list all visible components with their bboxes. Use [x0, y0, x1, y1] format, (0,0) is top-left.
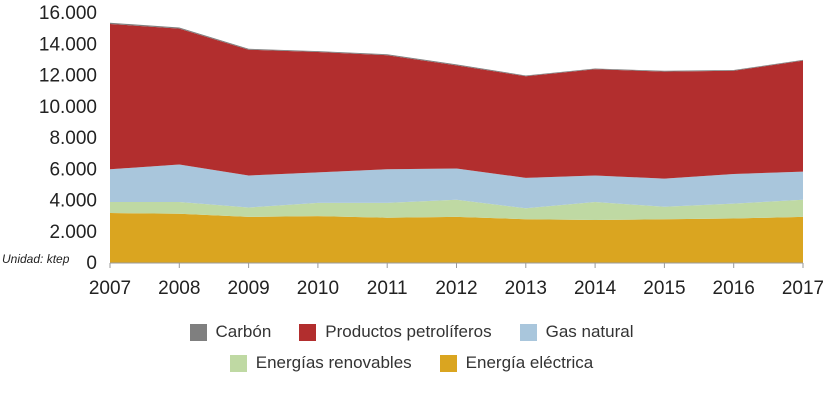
legend-label: Gas natural [545, 322, 634, 341]
y-tick-label: 6.000 [49, 159, 97, 180]
legend-row-1: Carbón Productos petrolíferos Gas natural [0, 322, 823, 342]
legend-label: Carbón [215, 322, 272, 341]
x-tick-label: 2013 [505, 278, 547, 299]
x-tick-label: 2008 [158, 278, 200, 299]
x-axis-ticks: 2007 2008 2009 2010 2011 2012 2013 2014 2015 2016… [89, 263, 823, 299]
y-tick-label: 2.000 [49, 222, 97, 243]
legend-label: Energías renovables [255, 353, 412, 372]
y-tick-label: 16.000 [39, 3, 97, 24]
x-tick-label: 2015 [643, 278, 685, 299]
x-tick-label: 2007 [89, 278, 131, 299]
chart-areas [110, 22, 803, 263]
y-axis-ticks: 16.000 14.000 12.000 10.000 8.000 6.000 4.000 2… [39, 3, 97, 274]
x-tick-label: 2016 [713, 278, 755, 299]
y-tick-label: 10.000 [39, 97, 97, 118]
y-tick-label: 12.000 [39, 66, 97, 87]
legend-swatch [439, 354, 457, 372]
y-tick-label: 0 [86, 253, 97, 274]
unit-label: Unidad: ktep [2, 252, 70, 266]
legend-label: Productos petrolíferos [325, 322, 492, 341]
x-tick-label: 2011 [367, 278, 408, 299]
y-tick-label: 8.000 [49, 128, 97, 149]
y-tick-label: 4.000 [49, 191, 97, 212]
x-tick-label: 2012 [435, 278, 477, 299]
stacked-area-chart: 16.000 14.000 12.000 10.000 8.000 6.000 4.000 2… [2, 3, 823, 299]
legend-item: Energías renovables [229, 353, 412, 373]
legend-swatch [229, 354, 247, 372]
legend-item: Carbón [189, 322, 272, 342]
x-tick-label: 2014 [574, 278, 617, 299]
legend-swatch [519, 323, 537, 341]
area-gas-natural [110, 164, 803, 209]
legend-label: Energía eléctrica [465, 353, 594, 372]
area-energia-electrica [110, 213, 803, 263]
legend-swatch [189, 323, 207, 341]
legend-item: Productos petrolíferos [299, 322, 492, 342]
area-energias-renovables [110, 199, 803, 221]
legend-item: Energía eléctrica [439, 353, 594, 373]
area-carbon [110, 22, 803, 77]
x-tick-label: 2010 [297, 278, 339, 299]
x-tick-label: 2009 [227, 278, 269, 299]
legend-row-2: Energías renovables Energía eléctrica [0, 353, 823, 373]
x-tick-label: 2017 [782, 278, 823, 299]
area-productos-petroliferos [110, 23, 803, 179]
y-tick-label: 14.000 [39, 34, 97, 55]
legend-swatch [299, 323, 317, 341]
legend-item: Gas natural [519, 322, 634, 342]
